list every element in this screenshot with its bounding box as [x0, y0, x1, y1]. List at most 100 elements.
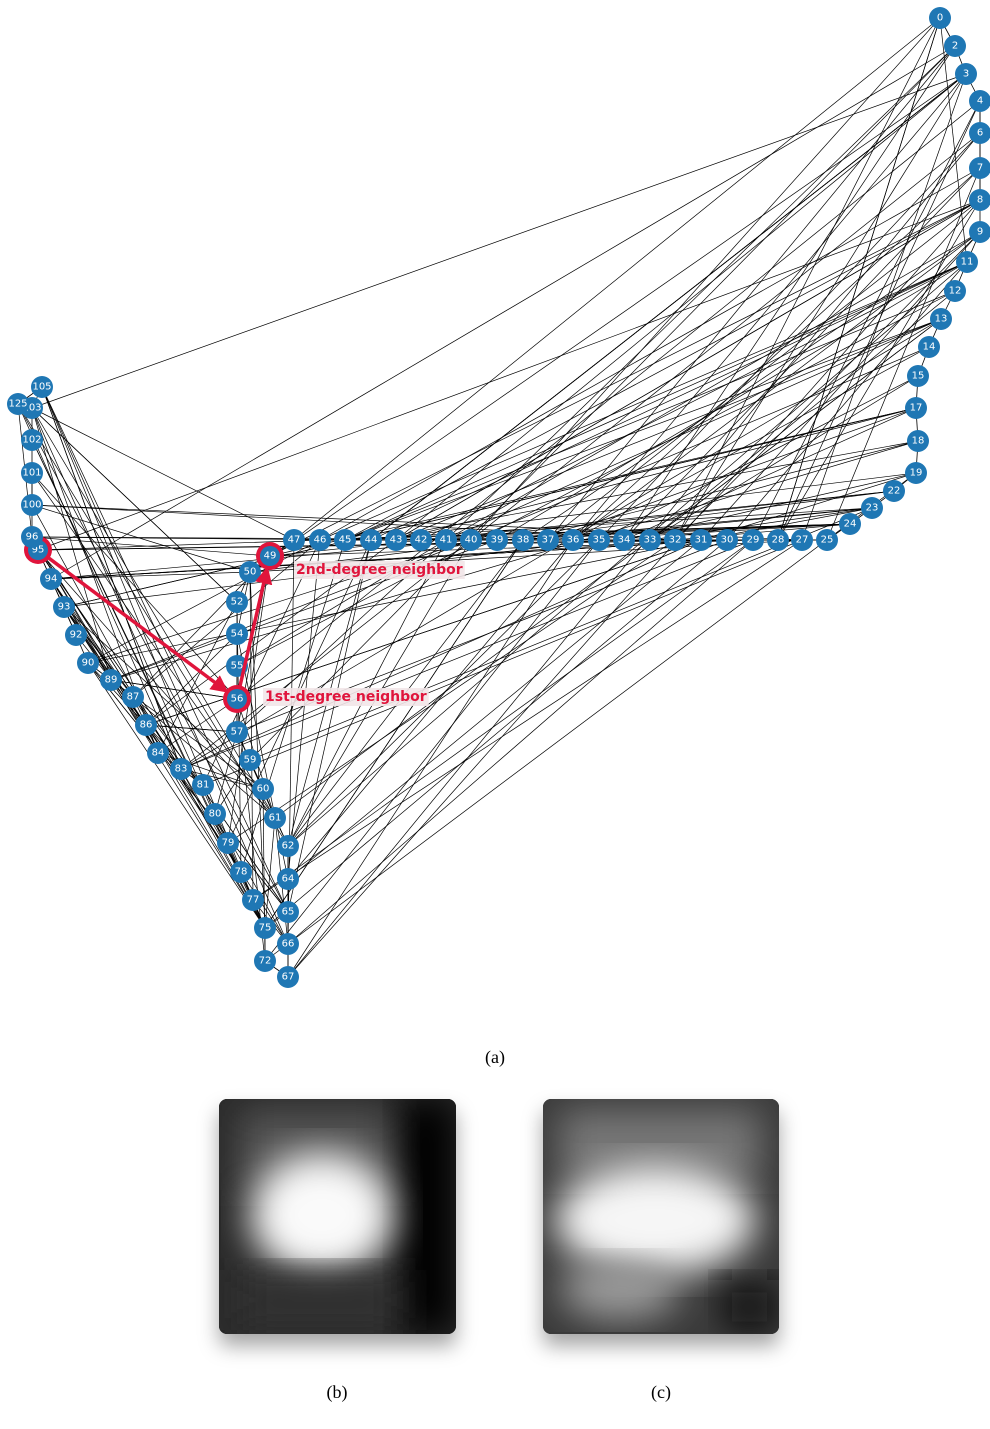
edges [18, 18, 980, 977]
node-label: 19 [910, 468, 923, 479]
node: 84 [147, 742, 169, 764]
node: 57 [226, 721, 248, 743]
annotation: 1st-degree neighbor [265, 689, 427, 705]
edge [265, 540, 523, 928]
node: 43 [385, 529, 407, 551]
edge [288, 540, 371, 912]
node: 34 [613, 529, 635, 551]
node: 36 [562, 529, 584, 551]
node: 78 [230, 861, 252, 883]
node: 50 [239, 561, 261, 583]
node: 60 [252, 778, 274, 800]
node-label: 65 [282, 907, 295, 918]
node-label: 59 [244, 755, 257, 766]
node: 56 [223, 685, 251, 713]
node-label: 2 [952, 41, 958, 52]
node: 0 [929, 7, 951, 29]
figure: 0234678911121314151718192223242527282930… [0, 0, 990, 1429]
node: 89 [100, 669, 122, 691]
node: 4 [969, 90, 990, 112]
node-label: 29 [747, 535, 760, 546]
node: 66 [277, 933, 299, 955]
edge [265, 540, 599, 961]
node-label: 8 [977, 195, 983, 206]
node-label: 39 [491, 535, 504, 546]
node-label: 101 [22, 468, 41, 479]
edge [288, 540, 573, 879]
node: 6 [969, 122, 990, 144]
node: 75 [254, 917, 276, 939]
node-label: 34 [618, 535, 631, 546]
node: 35 [588, 529, 610, 551]
node-label: 57 [231, 727, 244, 738]
node-label: 86 [140, 720, 153, 731]
node: 45 [334, 529, 356, 551]
node-label: 45 [339, 535, 352, 546]
edge [548, 46, 955, 540]
node: 52 [226, 591, 248, 613]
node: 27 [791, 529, 813, 551]
node: 61 [264, 807, 286, 829]
node-label: 25 [821, 535, 834, 546]
node-label: 23 [866, 503, 879, 514]
node-label: 22 [888, 486, 901, 497]
node-label: 46 [314, 535, 327, 546]
node-label: 89 [105, 675, 118, 686]
node-label: 36 [567, 535, 580, 546]
edge [288, 200, 980, 977]
edge [288, 262, 967, 846]
node: 28 [767, 529, 789, 551]
node: 101 [21, 462, 43, 484]
node: 96 [21, 526, 43, 548]
node: 30 [716, 529, 738, 551]
node: 17 [905, 397, 927, 419]
node-label: 61 [269, 813, 282, 824]
node: 44 [360, 529, 382, 551]
node-label: 40 [465, 535, 478, 546]
node-label: 81 [197, 780, 210, 791]
edge [701, 473, 916, 540]
edge [727, 262, 967, 540]
node-label: 60 [257, 784, 270, 795]
node: 105 [31, 376, 53, 398]
node: 23 [861, 497, 883, 519]
edge [32, 440, 265, 928]
node-label: 100 [22, 500, 41, 511]
node-label: 52 [231, 597, 244, 608]
node-label: 3 [963, 69, 969, 80]
node-label: 28 [772, 535, 785, 546]
node-label: 66 [282, 939, 295, 950]
node: 80 [204, 803, 226, 825]
annotation: 2nd-degree neighbor [296, 562, 463, 578]
node: 46 [309, 529, 331, 551]
node-label: 41 [440, 535, 453, 546]
node: 62 [277, 835, 299, 857]
node-label: 42 [415, 535, 428, 546]
node: 22 [883, 480, 905, 502]
node: 102 [21, 429, 43, 451]
node: 18 [907, 430, 929, 452]
edge [573, 168, 980, 540]
node-label: 83 [175, 764, 188, 775]
edge [288, 540, 701, 879]
node-label: 87 [127, 692, 140, 703]
node-label: 77 [247, 895, 260, 906]
node-label: 125 [8, 399, 27, 410]
node: 42 [410, 529, 432, 551]
node: 93 [53, 596, 75, 618]
node-label: 49 [264, 551, 277, 562]
node: 37 [537, 529, 559, 551]
edge [265, 540, 727, 928]
node-label: 78 [235, 867, 248, 878]
node-label: 0 [937, 13, 943, 24]
node-label: 93 [58, 602, 71, 613]
node-label: 94 [45, 574, 58, 585]
node: 65 [277, 901, 299, 923]
node: 79 [217, 832, 239, 854]
node: 81 [192, 774, 214, 796]
node: 38 [512, 529, 534, 551]
node: 90 [77, 652, 99, 674]
node: 59 [239, 749, 261, 771]
node-label: 72 [259, 956, 272, 967]
node: 49 [256, 542, 284, 570]
